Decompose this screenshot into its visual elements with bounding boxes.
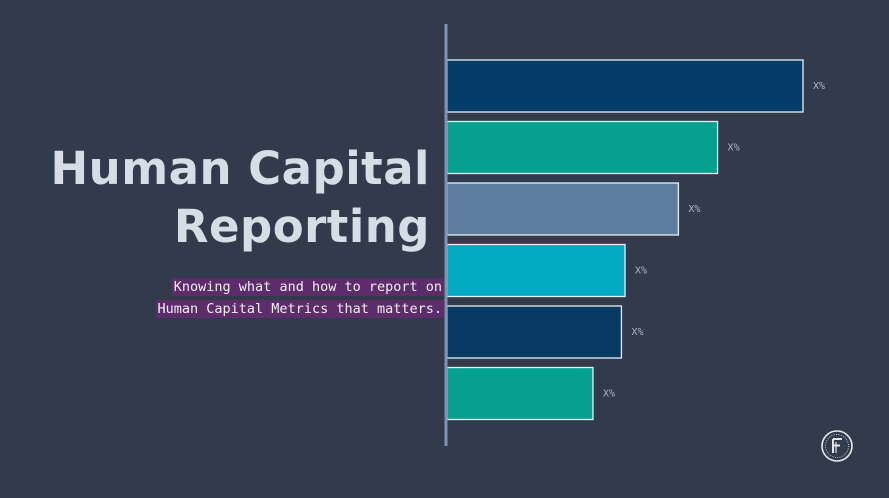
bar-1 xyxy=(446,59,804,113)
bar-2 xyxy=(446,120,719,175)
title-line-2: Reporting xyxy=(173,200,430,253)
bar-4 xyxy=(446,243,626,298)
subtitle-line-2: Human Capital Metrics that matters. xyxy=(155,300,444,318)
bar-3-data-label: X% xyxy=(688,204,700,215)
bar-4-data-label: X% xyxy=(635,266,647,277)
bar-5 xyxy=(446,305,623,359)
title-line-1: Human Capital xyxy=(50,142,430,195)
bar-1-data-label: X% xyxy=(813,81,825,92)
slide-title: Human Capital Reporting xyxy=(51,140,431,256)
slide-subtitle: Knowing what and how to report on Human … xyxy=(144,276,444,320)
bars-group: X% X% X% X% X% X% xyxy=(446,59,825,421)
bar-6 xyxy=(446,366,594,421)
bar-5-data-label: X% xyxy=(631,327,643,338)
circular-monogram-logo-icon xyxy=(821,430,853,462)
bar-3 xyxy=(446,182,680,236)
subtitle-line-1: Knowing what and how to report on xyxy=(171,278,444,296)
bar-6-data-label: X% xyxy=(603,389,615,400)
bar-2-data-label: X% xyxy=(728,143,740,154)
